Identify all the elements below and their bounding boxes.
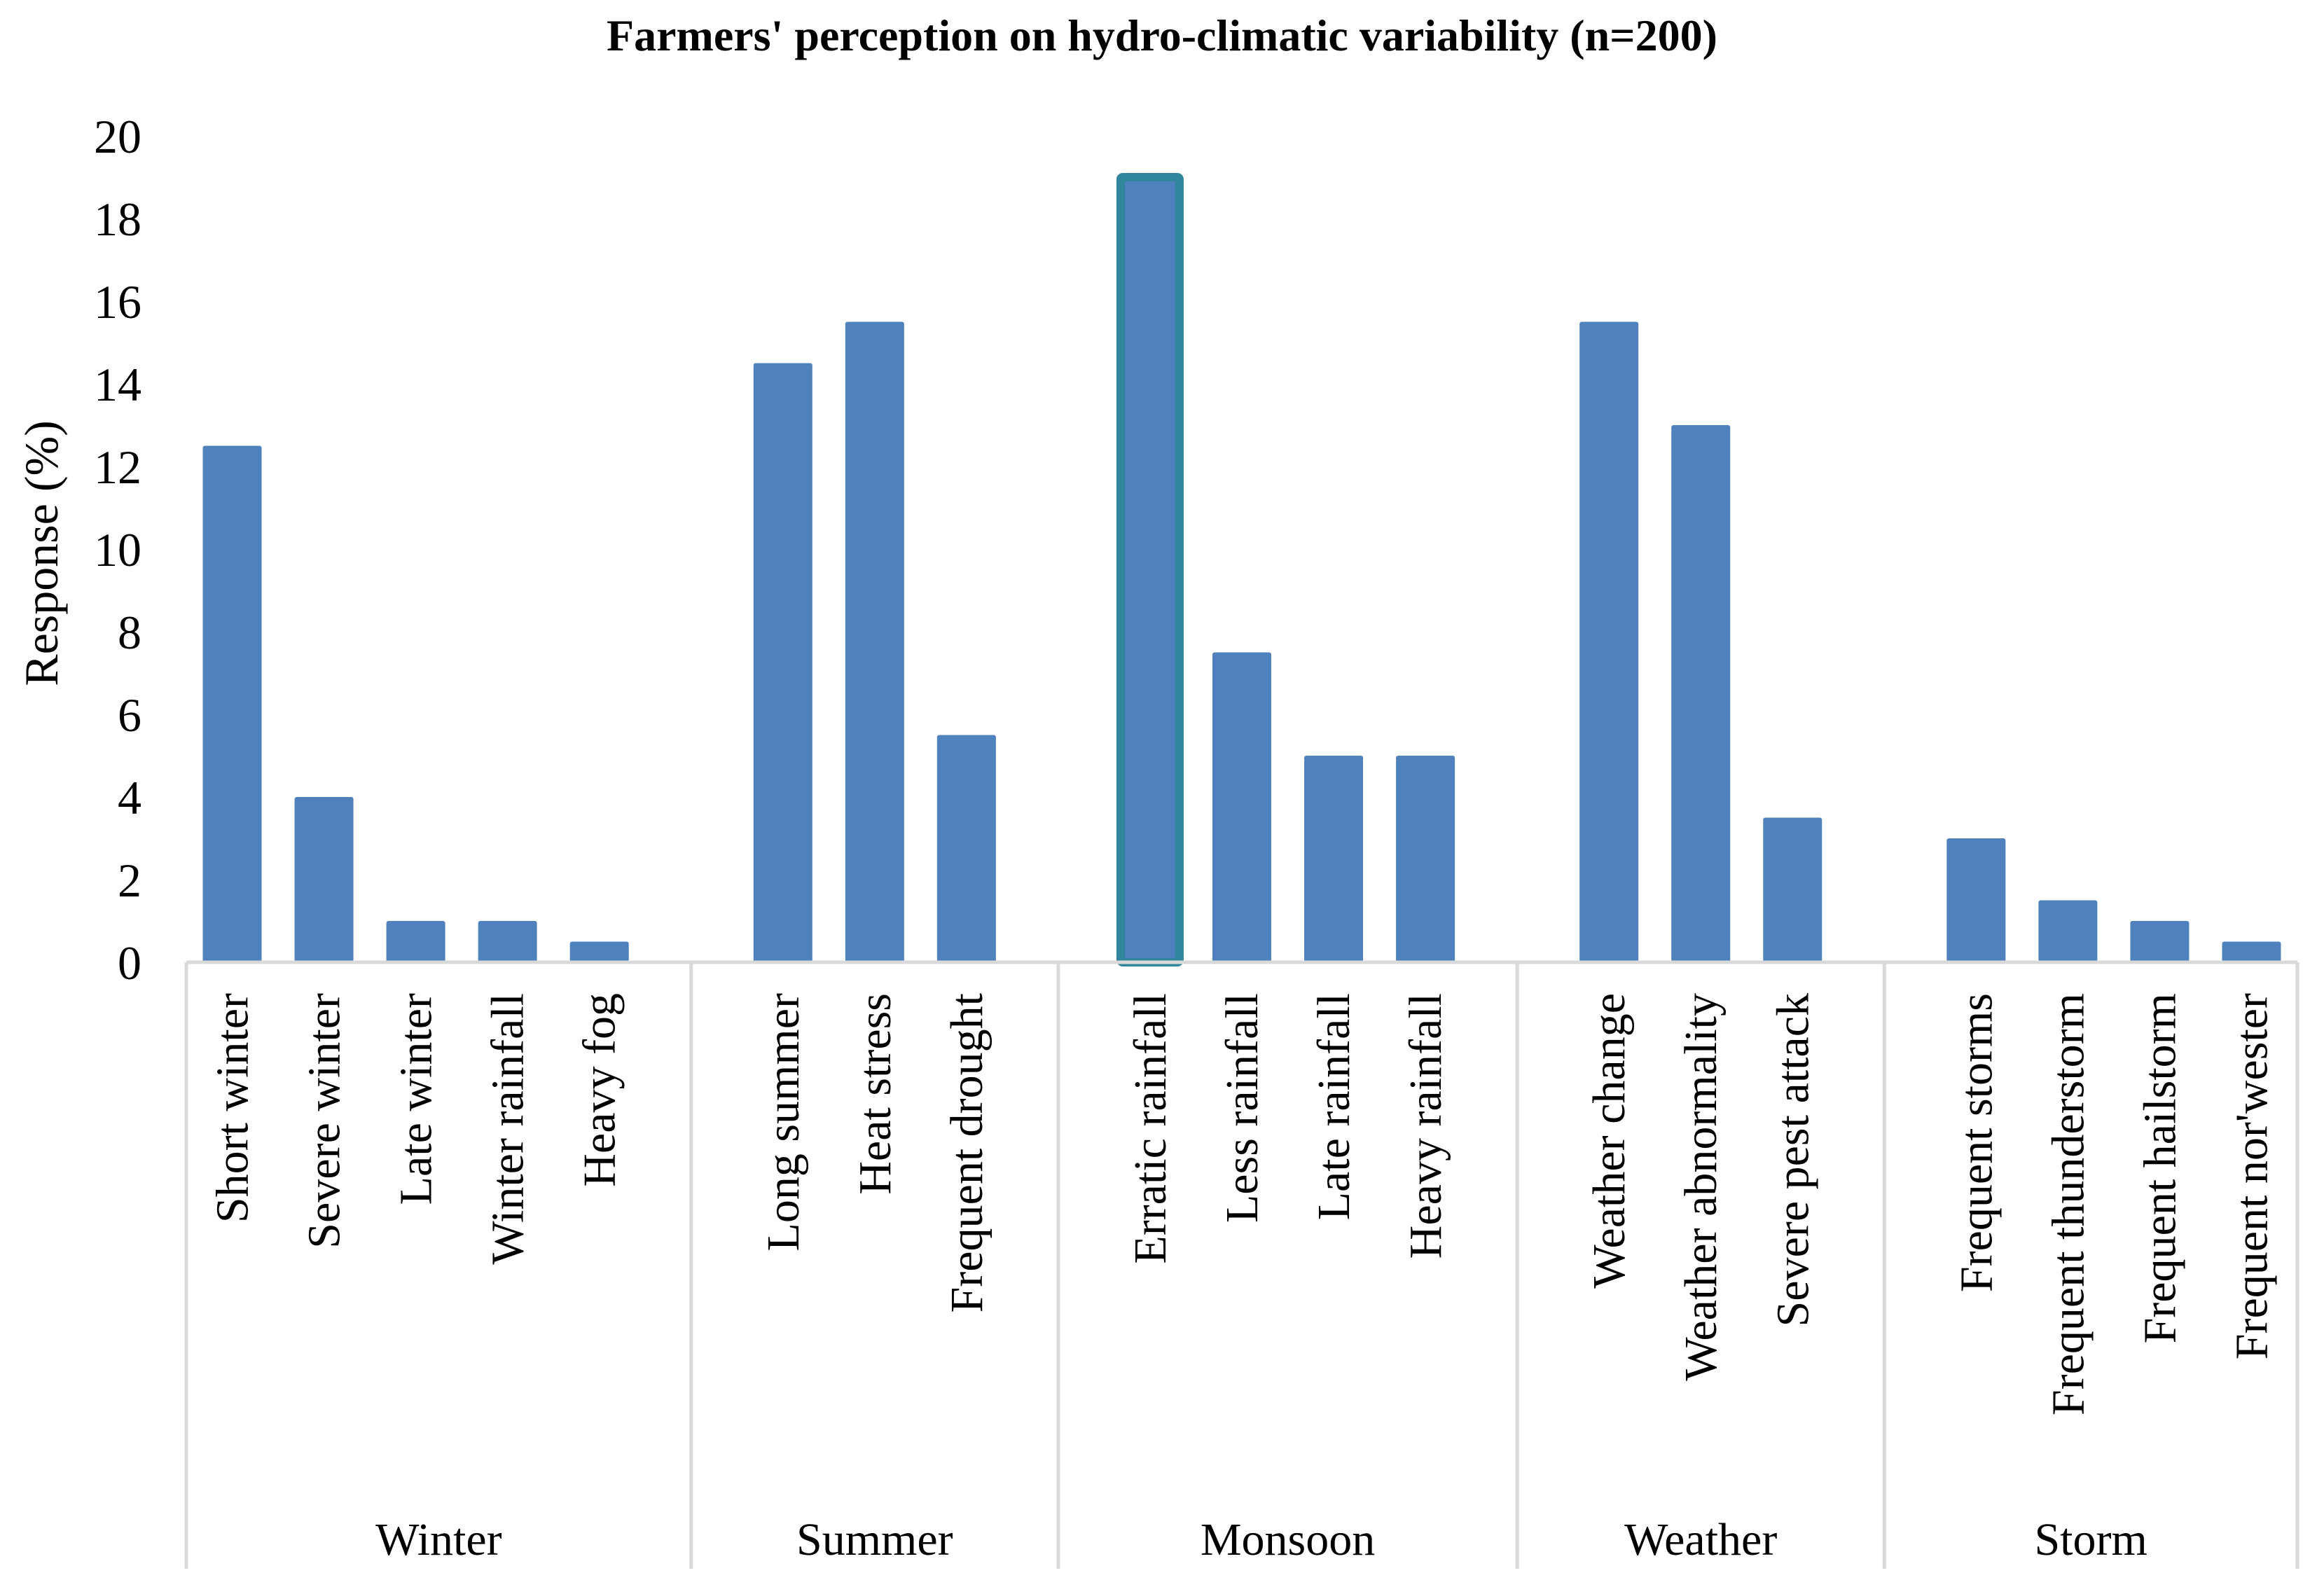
- y-tick-label: 16: [94, 275, 141, 328]
- group-label-weather: Weather: [1624, 1514, 1777, 1565]
- x-axis: [184, 960, 2299, 1569]
- y-tick-label: 8: [118, 606, 141, 659]
- y-tick-label: 18: [94, 193, 141, 246]
- category-label-frequent-hailstorm: Frequent hailstorm: [2134, 993, 2185, 1343]
- bar-weather-abnormality: [1671, 425, 1731, 962]
- category-label-frequent-thunderstorm: Frequent thunderstorm: [2042, 993, 2094, 1415]
- category-label-severe-pest-attack: Severe pest attack: [1767, 993, 1818, 1326]
- y-tick-label: 4: [118, 771, 141, 824]
- category-labels: Short winter Severe winter Late winter Wint…: [207, 993, 2278, 1415]
- bar-severe-winter: [294, 797, 354, 962]
- category-label-heavy-rainfall: Heavy rainfall: [1400, 993, 1451, 1259]
- y-axis-ticks: 0 2 4 6 8 10 12 14 16 18 20: [94, 110, 141, 990]
- category-label-winter-rainfall: Winter rainfall: [483, 993, 534, 1265]
- y-tick-label: 6: [118, 688, 141, 742]
- bar-erratic-rainfall: [1116, 173, 1184, 966]
- bar-short-winter: [202, 445, 262, 962]
- group-label-monsoon: Monsoon: [1201, 1514, 1375, 1565]
- category-label-heavy-fog: Heavy fog: [574, 993, 625, 1187]
- group-label-winter: Winter: [375, 1514, 502, 1565]
- category-label-weather-abnormality: Weather abnormality: [1675, 993, 1727, 1381]
- bar-severe-pest-attack: [1763, 817, 1822, 962]
- category-label-frequent-storms: Frequent storms: [1951, 993, 2002, 1292]
- category-label-late-winter: Late winter: [391, 993, 442, 1205]
- y-tick-label: 2: [118, 854, 141, 907]
- category-label-frequent-drought: Frequent drought: [941, 993, 992, 1312]
- category-label-less-rainfall: Less rainfall: [1217, 993, 1268, 1223]
- category-label-late-rainfall: Late rainfall: [1308, 993, 1360, 1220]
- group-label-storm: Storm: [2034, 1514, 2147, 1565]
- y-tick-label: 10: [94, 523, 141, 576]
- y-tick-label: 0: [118, 936, 141, 990]
- bar-winter-rainfall: [478, 921, 537, 962]
- category-label-frequent-nor-wester: Frequent nor'wester: [2226, 993, 2277, 1359]
- category-label-erratic-rainfall: Erratic rainfall: [1125, 993, 1176, 1264]
- y-tick-label: 14: [94, 358, 141, 411]
- bar-series: [202, 173, 2281, 966]
- group-labels: Winter Summer Monsoon Weather Storm: [375, 1514, 2147, 1565]
- bar-late-rainfall: [1304, 756, 1364, 962]
- bar-frequent-drought: [936, 735, 996, 962]
- category-label-short-winter: Short winter: [207, 993, 258, 1223]
- group-label-summer: Summer: [796, 1514, 953, 1565]
- bar-weather-change: [1579, 321, 1639, 962]
- bar-heavy-rainfall: [1396, 756, 1455, 962]
- bar-frequent-nor-wester: [2222, 941, 2281, 962]
- y-tick-label: 12: [94, 441, 141, 494]
- bar-less-rainfall: [1212, 652, 1271, 962]
- category-label-severe-winter: Severe winter: [299, 993, 350, 1249]
- bar-frequent-thunderstorm: [2038, 900, 2098, 962]
- bar-late-winter: [386, 921, 445, 962]
- y-axis-label: Response (%): [15, 420, 68, 686]
- bar-frequent-storms: [1946, 838, 2006, 962]
- bar-heat-stress: [845, 321, 904, 962]
- y-tick-label: 20: [94, 110, 141, 163]
- bar-long-summer: [753, 363, 812, 962]
- category-label-heat-stress: Heat stress: [850, 993, 901, 1195]
- bar-heavy-fog: [569, 941, 629, 962]
- category-label-long-summer: Long summer: [758, 993, 809, 1251]
- category-label-weather-change: Weather change: [1584, 993, 1635, 1289]
- bar-frequent-hailstorm: [2130, 921, 2190, 962]
- chart-title: Farmers' perception on hydro-climatic va…: [607, 11, 1717, 60]
